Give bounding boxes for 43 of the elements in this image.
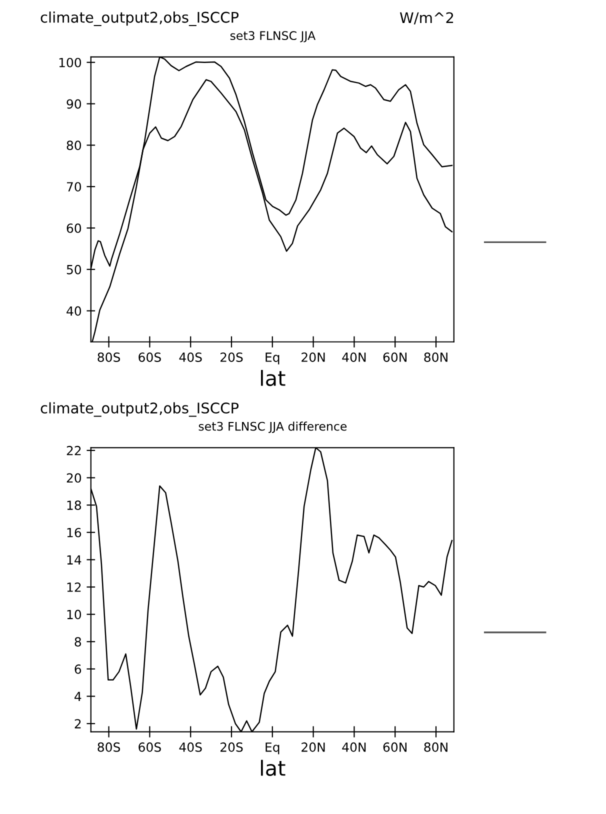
chart-title: set3 FLNSC JJA difference [198, 422, 347, 433]
y-tick-label: 6 [74, 664, 82, 674]
x-tick-label: 80S [98, 352, 120, 362]
x-tick-label: 20N [302, 352, 325, 362]
y-tick-label: 8 [74, 637, 82, 647]
y-tick-label: 16 [67, 528, 82, 538]
x-tick-label: Eq [266, 352, 280, 364]
y-tick-label: 40 [66, 306, 82, 316]
x-tick-label: 40N [342, 352, 366, 362]
y-tick-label: 90 [66, 99, 82, 109]
y-tick-label: 50 [66, 264, 82, 274]
y-tick-label: 12 [67, 582, 81, 592]
y-tick-label: 60 [66, 223, 82, 233]
y-tick-label: 22 [66, 446, 81, 456]
x-tick-label: 80N [424, 742, 448, 752]
x-tick-label: 80N [424, 352, 448, 362]
x-axis-title: lat [261, 760, 286, 776]
chart-subtitle: climate_output2,obs_ISCCP [40, 402, 239, 417]
y-tick-label: 20 [66, 473, 82, 483]
x-tick-label: 20N [302, 742, 325, 752]
x-tick-label: 20S [220, 742, 243, 752]
x-tick-label: 40S [179, 742, 202, 752]
x-tick-label: 60S [138, 352, 161, 362]
x-tick-label: 40N [342, 742, 366, 752]
x-tick-label: 20S [220, 352, 243, 362]
x-tick-label: 60N [383, 742, 406, 752]
x-tick-label: 60S [138, 742, 161, 752]
x-tick-label: 80S [98, 742, 120, 752]
y-tick-label: 14 [67, 555, 82, 564]
x-tick-label: Eq [266, 742, 280, 754]
y-tick-label: 70 [66, 182, 82, 192]
x-tick-label: 60N [383, 352, 406, 362]
y-tick-label: 80 [66, 140, 82, 150]
x-tick-label: 40S [179, 352, 202, 362]
y-tick-label: 10 [67, 610, 82, 620]
chart-subtitle: climate_output2,obs_ISCCP [40, 12, 239, 26]
chart-title: set3 FLNSC JJA [230, 31, 316, 42]
y-tick-label: 2 [74, 719, 81, 728]
y-tick-label: 100 [59, 58, 82, 68]
y-tick-label: 18 [67, 500, 82, 510]
y-tick-label: 4 [74, 692, 82, 702]
text: W/m^2 [400, 12, 454, 24]
x-axis-title: lat [261, 370, 286, 386]
